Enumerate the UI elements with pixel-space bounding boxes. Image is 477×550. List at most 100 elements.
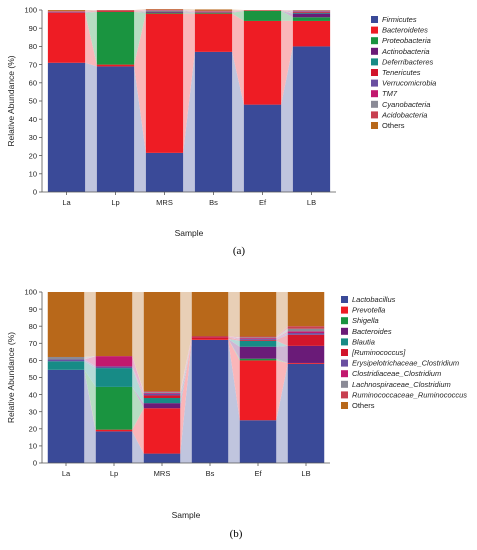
bar-segment [287, 326, 325, 329]
legend-swatch [341, 306, 348, 314]
connector-band [232, 10, 244, 11]
bar-segment [243, 10, 282, 21]
bar-stack-MRS [145, 9, 184, 192]
bar-segment [287, 333, 325, 335]
legend-swatch [341, 317, 348, 325]
bar-segment [96, 11, 135, 65]
bar-segment [47, 292, 85, 357]
connector-band [276, 345, 288, 363]
connector-band [276, 363, 288, 463]
bar-segment [145, 10, 184, 12]
x-tick-label: Bs [209, 198, 218, 207]
legend-swatch [341, 327, 348, 335]
y-tick-label: 90 [29, 305, 37, 314]
x-axis-title: Sample [175, 228, 204, 238]
connector-band [85, 12, 97, 67]
connector-band [132, 356, 144, 394]
bar-segment [47, 356, 85, 360]
connector-band [132, 386, 144, 409]
bar-segment [143, 398, 181, 404]
connector-band [134, 10, 146, 12]
bar-segment [292, 17, 331, 21]
connector-band [232, 10, 244, 12]
connector-band [276, 358, 288, 363]
connector-band [183, 10, 195, 12]
legend-swatch [371, 90, 378, 98]
connector-band [180, 339, 192, 454]
legend-swatch [371, 58, 378, 66]
bar-segment [239, 292, 277, 337]
bar-segment [47, 12, 86, 63]
connector-band [84, 292, 96, 357]
bar-segment [143, 393, 181, 396]
legend-label: Deferribacteres [382, 57, 434, 66]
bar-stack-La [47, 292, 85, 463]
legend-swatch [341, 402, 348, 409]
connector-band [84, 356, 96, 360]
y-tick-label: 0 [33, 188, 37, 197]
connector-band [84, 369, 96, 430]
connector-band [85, 11, 97, 13]
connector-bands [85, 9, 293, 193]
connector-band [281, 10, 293, 18]
bar-segment [95, 368, 133, 387]
bar-stack-Bs [191, 292, 229, 463]
y-axis-title: Relative Abundance (%) [6, 332, 16, 423]
connector-band [228, 336, 240, 339]
bar-segment [191, 292, 229, 337]
connector-band [84, 369, 96, 463]
bar-segment [239, 420, 277, 463]
connector-band [228, 339, 240, 421]
bar-segment [239, 336, 277, 338]
y-tick-label: 30 [29, 133, 37, 142]
connector-band [232, 10, 244, 12]
connector-band [276, 331, 288, 340]
bar-segment [143, 391, 181, 393]
legend-label: Clostridiaceae_Clostridium [352, 369, 441, 378]
bar-segment [96, 66, 135, 192]
legend-label: [Ruminococcus] [351, 348, 406, 357]
y-tick-label: 40 [29, 390, 37, 399]
bar-segment [287, 328, 325, 332]
y-tick-label: 50 [29, 373, 37, 382]
connector-band [183, 9, 195, 11]
connector-band [132, 356, 144, 393]
bar-segment [194, 51, 233, 192]
legend-label: Lachnospiraceae_Clostridium [352, 380, 451, 389]
connector-band [183, 12, 195, 14]
bar-segment [95, 429, 133, 432]
legend-label: Lactobacillus [352, 295, 396, 304]
connector-band [134, 9, 146, 11]
connector-band [232, 9, 244, 11]
bar-segment [194, 11, 233, 13]
legend-swatch [371, 37, 378, 45]
connector-band [183, 11, 195, 13]
bar-segment [239, 360, 277, 421]
legend-label: Others [352, 401, 375, 410]
x-tick-label: MRS [154, 469, 171, 478]
bar-segment [287, 345, 325, 363]
y-axis-title: Relative Abundance (%) [6, 55, 16, 146]
connector-band [180, 337, 192, 399]
connector-band [85, 10, 97, 11]
connector-band [228, 336, 240, 338]
bar-segment [292, 13, 331, 18]
connector-band [228, 337, 240, 340]
bar-segment [191, 337, 229, 340]
connector-band [281, 10, 293, 14]
y-tick-label: 10 [29, 442, 37, 451]
bar-stack-Lp [95, 292, 133, 463]
bar-segment [191, 339, 229, 463]
connector-band [132, 368, 144, 399]
legend-label: Bacteroides [352, 327, 392, 336]
connector-band [232, 10, 244, 13]
connector-band [183, 9, 195, 11]
bar-segment [287, 363, 325, 463]
legend-label: Ruminococcaceae_Ruminococcus [352, 390, 467, 399]
connector-band [85, 10, 97, 12]
connector-band [134, 66, 146, 192]
bar-segment [145, 152, 184, 192]
y-tick-label: 100 [24, 288, 37, 297]
